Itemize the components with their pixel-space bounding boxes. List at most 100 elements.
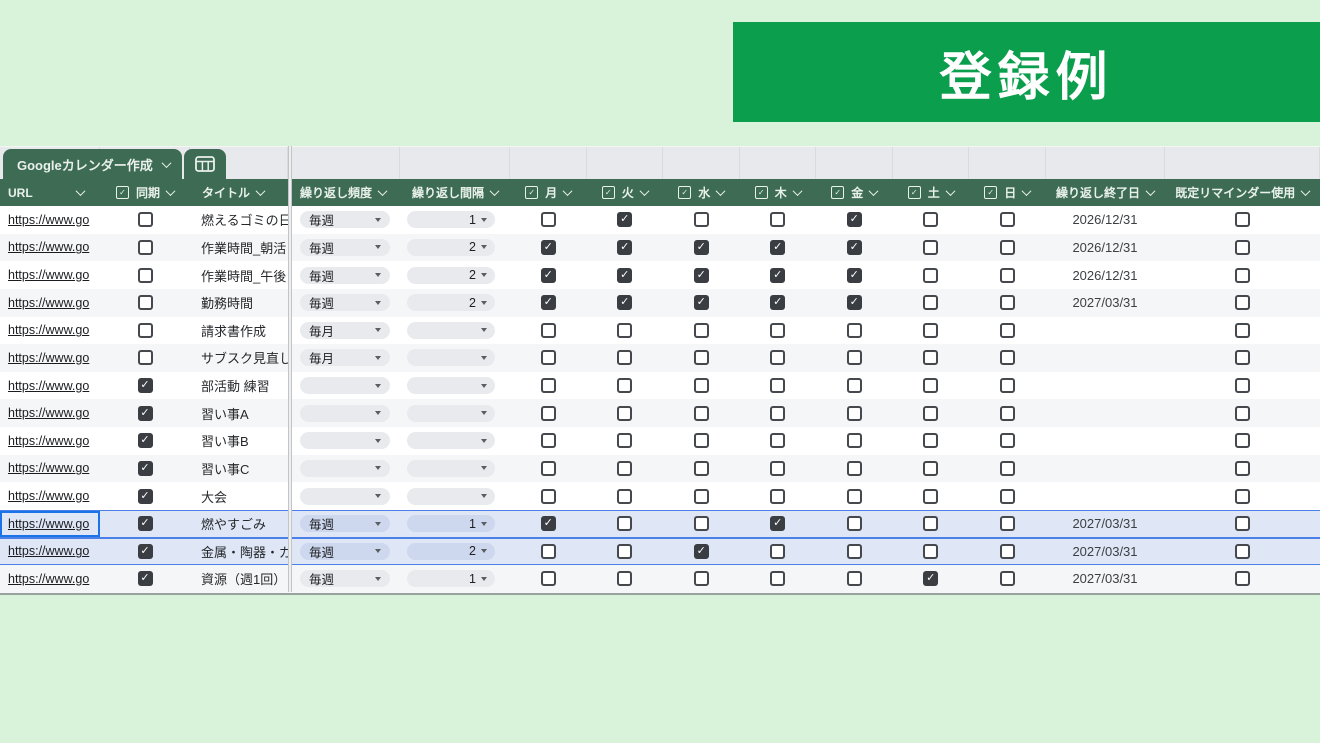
day-checkbox[interactable] bbox=[540, 433, 556, 449]
url-cell[interactable]: https://www.go bbox=[0, 511, 100, 537]
frequency-dropdown[interactable] bbox=[300, 459, 390, 477]
day-checkbox[interactable] bbox=[923, 571, 939, 587]
day-checkbox[interactable] bbox=[617, 571, 633, 587]
url-link[interactable]: https://www.go bbox=[8, 489, 90, 504]
day-checkbox[interactable] bbox=[617, 239, 633, 255]
chevron-down-icon[interactable] bbox=[792, 186, 803, 197]
day-checkbox[interactable] bbox=[617, 460, 633, 476]
url-link[interactable]: https://www.go bbox=[8, 433, 90, 448]
frequency-dropdown[interactable]: 毎週 bbox=[300, 294, 390, 312]
day-checkbox[interactable] bbox=[770, 239, 786, 255]
day-checkbox[interactable] bbox=[540, 488, 556, 504]
chevron-down-icon[interactable] bbox=[377, 186, 388, 197]
day-checkbox[interactable] bbox=[770, 350, 786, 366]
title-cell[interactable]: 部活動 練習 bbox=[190, 372, 288, 400]
day-checkbox[interactable] bbox=[617, 378, 633, 394]
interval-dropdown[interactable] bbox=[407, 321, 495, 339]
day-checkbox[interactable] bbox=[617, 543, 633, 559]
chevron-down-icon[interactable] bbox=[1300, 186, 1311, 197]
interval-dropdown[interactable] bbox=[407, 487, 495, 505]
day-checkbox[interactable] bbox=[693, 405, 709, 421]
title-cell[interactable]: 習い事A bbox=[190, 399, 288, 427]
interval-dropdown[interactable] bbox=[407, 377, 495, 395]
day-checkbox[interactable] bbox=[846, 295, 862, 311]
day-checkbox[interactable] bbox=[999, 267, 1015, 283]
day-checkbox[interactable] bbox=[999, 322, 1015, 338]
frequency-dropdown[interactable]: 毎週 bbox=[300, 515, 390, 533]
column-header-interval[interactable]: 繰り返し間隔 bbox=[400, 179, 510, 206]
reminder-checkbox[interactable] bbox=[1234, 460, 1250, 476]
day-checkbox[interactable] bbox=[923, 516, 939, 532]
url-link[interactable]: https://www.go bbox=[8, 571, 90, 586]
day-checkbox[interactable] bbox=[540, 405, 556, 421]
frequency-dropdown[interactable]: 毎週 bbox=[300, 238, 390, 256]
day-checkbox[interactable] bbox=[693, 488, 709, 504]
interval-dropdown[interactable]: 1 bbox=[407, 570, 495, 588]
day-checkbox[interactable] bbox=[923, 322, 939, 338]
day-checkbox[interactable] bbox=[617, 322, 633, 338]
frequency-dropdown[interactable] bbox=[300, 432, 390, 450]
title-cell[interactable]: 燃えるゴミの日 bbox=[190, 206, 288, 234]
reminder-checkbox[interactable] bbox=[1234, 295, 1250, 311]
end-date-cell[interactable] bbox=[1046, 372, 1165, 400]
day-checkbox[interactable] bbox=[770, 516, 786, 532]
day-checkbox[interactable] bbox=[617, 350, 633, 366]
day-checkbox[interactable] bbox=[617, 405, 633, 421]
frequency-dropdown[interactable]: 毎月 bbox=[300, 321, 390, 339]
interval-dropdown[interactable]: 1 bbox=[407, 515, 495, 533]
day-checkbox[interactable] bbox=[999, 378, 1015, 394]
day-checkbox[interactable] bbox=[923, 488, 939, 504]
day-checkbox[interactable] bbox=[770, 460, 786, 476]
title-cell[interactable]: 習い事B bbox=[190, 427, 288, 455]
interval-dropdown[interactable] bbox=[407, 459, 495, 477]
frequency-dropdown[interactable]: 毎週 bbox=[300, 570, 390, 588]
reminder-checkbox[interactable] bbox=[1234, 322, 1250, 338]
end-date-cell[interactable] bbox=[1046, 317, 1165, 345]
reminder-checkbox[interactable] bbox=[1234, 433, 1250, 449]
day-checkbox[interactable] bbox=[617, 212, 633, 228]
chevron-down-icon[interactable] bbox=[489, 186, 500, 197]
sync-checkbox[interactable] bbox=[137, 378, 153, 394]
sync-checkbox[interactable] bbox=[137, 350, 153, 366]
sync-checkbox[interactable] bbox=[137, 322, 153, 338]
day-checkbox[interactable] bbox=[540, 543, 556, 559]
url-link[interactable]: https://www.go bbox=[8, 461, 90, 476]
day-checkbox[interactable] bbox=[923, 405, 939, 421]
interval-dropdown[interactable] bbox=[407, 349, 495, 367]
frequency-dropdown[interactable] bbox=[300, 404, 390, 422]
column-header-saturday[interactable]: 土 bbox=[893, 179, 970, 206]
day-checkbox[interactable] bbox=[540, 267, 556, 283]
day-checkbox[interactable] bbox=[540, 516, 556, 532]
title-cell[interactable]: 勤務時間 bbox=[190, 289, 288, 317]
url-link[interactable]: https://www.go bbox=[8, 544, 90, 559]
day-checkbox[interactable] bbox=[770, 488, 786, 504]
day-checkbox[interactable] bbox=[846, 350, 862, 366]
day-checkbox[interactable] bbox=[999, 488, 1015, 504]
day-checkbox[interactable] bbox=[846, 267, 862, 283]
frequency-dropdown[interactable]: 毎月 bbox=[300, 349, 390, 367]
url-link[interactable]: https://www.go bbox=[8, 212, 90, 227]
sync-checkbox[interactable] bbox=[137, 405, 153, 421]
day-checkbox[interactable] bbox=[540, 295, 556, 311]
title-cell[interactable]: 習い事C bbox=[190, 455, 288, 483]
url-link[interactable]: https://www.go bbox=[8, 268, 90, 283]
interval-dropdown[interactable]: 2 bbox=[407, 238, 495, 256]
url-cell[interactable]: https://www.go bbox=[0, 482, 100, 510]
day-checkbox[interactable] bbox=[693, 571, 709, 587]
url-cell[interactable]: https://www.go bbox=[0, 565, 100, 593]
day-checkbox[interactable] bbox=[846, 378, 862, 394]
interval-dropdown[interactable]: 2 bbox=[407, 266, 495, 284]
interval-dropdown[interactable]: 2 bbox=[407, 542, 495, 560]
sync-checkbox[interactable] bbox=[137, 295, 153, 311]
reminder-checkbox[interactable] bbox=[1234, 378, 1250, 394]
day-checkbox[interactable] bbox=[540, 460, 556, 476]
day-checkbox[interactable] bbox=[999, 350, 1015, 366]
day-checkbox[interactable] bbox=[846, 239, 862, 255]
frequency-dropdown[interactable] bbox=[300, 487, 390, 505]
day-checkbox[interactable] bbox=[540, 350, 556, 366]
day-checkbox[interactable] bbox=[693, 295, 709, 311]
chevron-down-icon[interactable] bbox=[945, 186, 956, 197]
day-checkbox[interactable] bbox=[846, 322, 862, 338]
frozen-pane-divider[interactable] bbox=[288, 146, 292, 592]
chevron-down-icon[interactable] bbox=[715, 186, 726, 197]
